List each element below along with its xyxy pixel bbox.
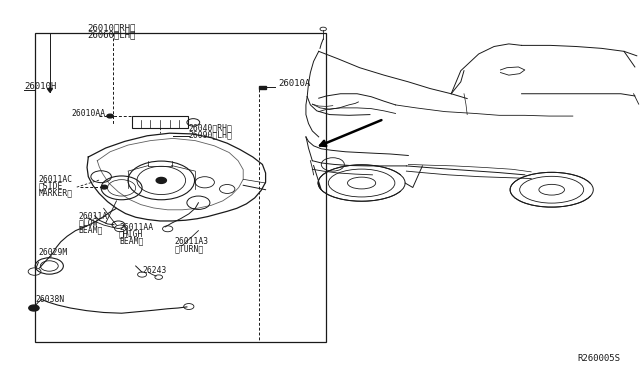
Text: 26011AC: 26011AC — [38, 175, 72, 184]
Text: 26011A: 26011A — [78, 212, 108, 221]
Text: 〈SIDE: 〈SIDE — [38, 182, 63, 191]
Text: 26060〈LH〉: 26060〈LH〉 — [88, 31, 136, 40]
Text: 26011A3: 26011A3 — [174, 237, 208, 246]
Text: 〈TURN〉: 〈TURN〉 — [174, 244, 204, 253]
Text: 〈LOW: 〈LOW — [78, 219, 97, 228]
Circle shape — [156, 177, 166, 183]
Text: 26040〈RH〉: 26040〈RH〉 — [189, 124, 233, 133]
Text: 26011AA: 26011AA — [119, 223, 153, 232]
Text: 26010A: 26010A — [278, 79, 310, 88]
Text: 〈HIGH: 〈HIGH — [119, 230, 143, 239]
Text: 26090〈LH〉: 26090〈LH〉 — [189, 130, 233, 139]
Text: BEAM〉: BEAM〉 — [78, 225, 102, 234]
Bar — [35, 33, 326, 342]
Text: 26010AA: 26010AA — [72, 109, 106, 118]
Text: 26010〈RH〉: 26010〈RH〉 — [88, 23, 136, 32]
Text: R260005S: R260005S — [578, 354, 621, 363]
Text: BEAM〉: BEAM〉 — [119, 237, 143, 246]
Text: 26038N: 26038N — [35, 295, 65, 304]
Bar — [132, 116, 188, 128]
Text: 26243: 26243 — [142, 266, 166, 275]
Text: 26029M: 26029M — [38, 248, 68, 257]
Text: 26010H: 26010H — [24, 82, 56, 91]
Polygon shape — [47, 89, 52, 92]
Circle shape — [29, 305, 39, 311]
Circle shape — [107, 114, 113, 118]
Text: MARKER〉: MARKER〉 — [38, 189, 72, 198]
Bar — [259, 86, 266, 89]
Circle shape — [101, 185, 108, 189]
